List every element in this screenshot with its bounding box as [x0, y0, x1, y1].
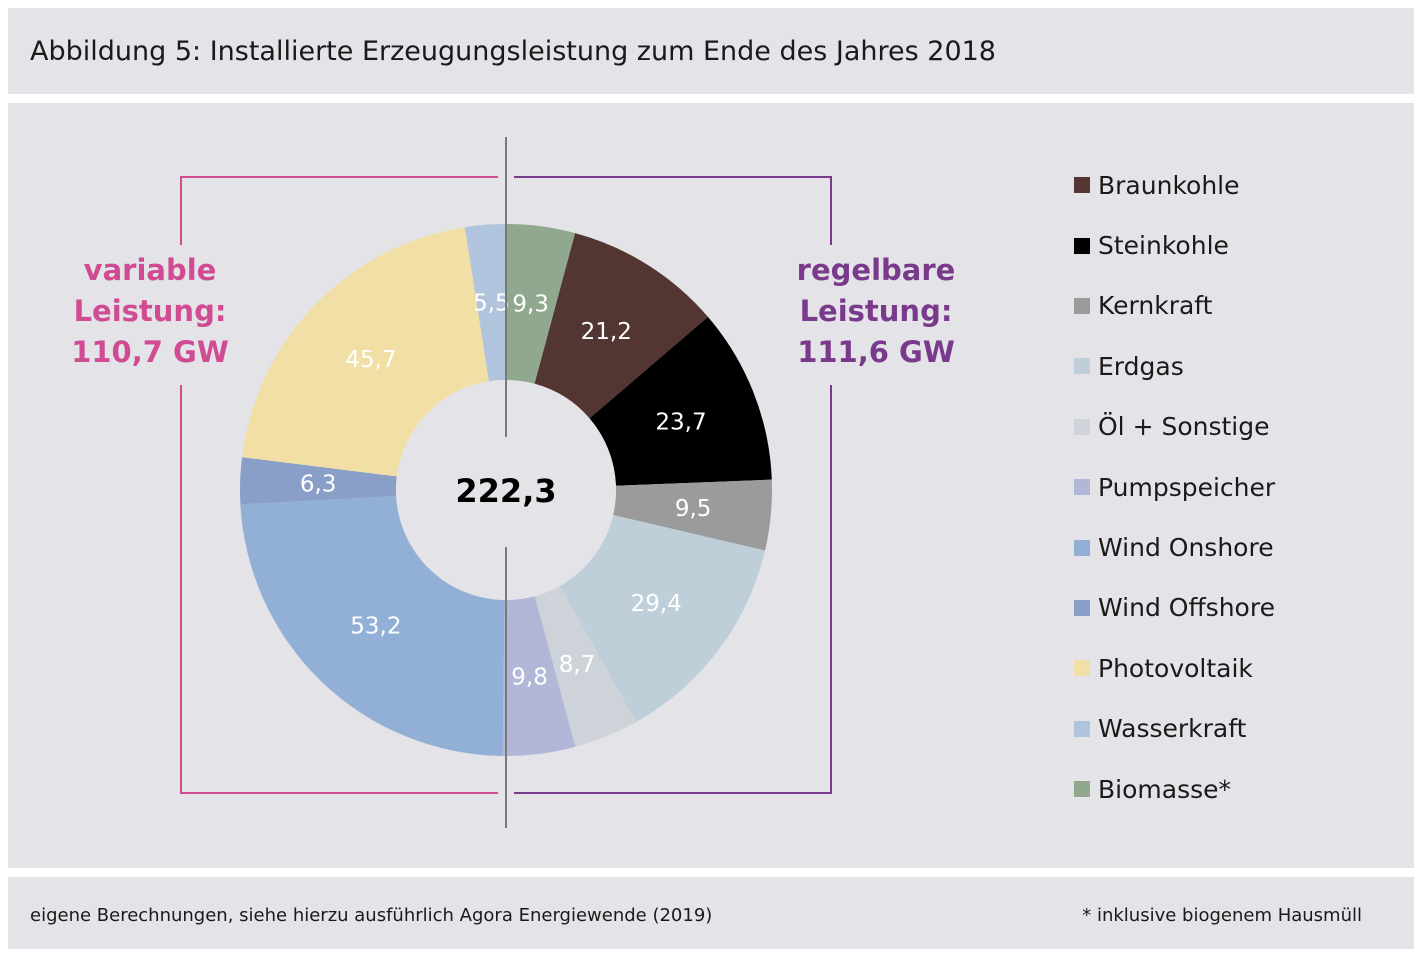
variable-label-line1: variable [83, 253, 217, 287]
legend-label: Steinkohle [1098, 231, 1229, 261]
legend-label: Wasserkraft [1098, 714, 1247, 744]
legend-item-photovoltaik: Photovoltaik [1074, 638, 1275, 698]
legend-swatch [1074, 177, 1090, 194]
footer-bar: eigene Berechnungen, siehe hierzu ausfüh… [8, 877, 1414, 949]
slice-biomasse [506, 224, 576, 384]
slice-label-erdgas: 29,4 [631, 591, 682, 617]
legend-label: Wind Onshore [1098, 533, 1274, 563]
legend-label: Braunkohle [1098, 170, 1240, 200]
slice-photovoltaik [242, 227, 489, 477]
slice-label-photovoltaik: 45,7 [345, 347, 396, 373]
dispatchable-label-line2: Leistung: [799, 294, 953, 328]
slice-erdgas [559, 515, 766, 723]
variable-label-line3: 110,7 GW [71, 335, 229, 369]
dispatchable-label-line3: 111,6 GW [797, 335, 955, 369]
legend-swatch [1074, 720, 1090, 737]
legend-label: Pumpspeicher [1098, 472, 1276, 502]
slice-label-kernkraft: 9,5 [675, 496, 712, 522]
legend-swatch [1074, 237, 1090, 254]
center-total-label: 222,3 [455, 472, 556, 510]
legend-label: Öl + Sonstige [1098, 412, 1270, 442]
legend-swatch [1074, 660, 1090, 677]
legend-label: Biomasse* [1098, 774, 1231, 804]
donut-hole [396, 380, 616, 600]
legend-label: Erdgas [1098, 351, 1184, 381]
footer-note: * inklusive biogenem Hausmüll [1082, 905, 1362, 926]
legend-item-erdgas: Erdgas [1074, 336, 1275, 396]
legend-label: Wind Offshore [1098, 593, 1275, 623]
legend-swatch [1074, 358, 1090, 375]
slice-braunkohle [534, 233, 708, 419]
slice-label-biomasse: 9,3 [512, 292, 549, 318]
slice-wasserkraft [464, 224, 506, 382]
variable-label-line2: Leistung: [73, 294, 227, 328]
page-title: Abbildung 5: Installierte Erzeugungsleis… [30, 36, 996, 67]
slice-label-wind-onshore: 53,2 [350, 614, 401, 640]
legend-label: Photovoltaik [1098, 653, 1253, 683]
legend-item-kernkraft: Kernkraft [1074, 276, 1275, 336]
legend-item-wasserkraft: Wasserkraft [1074, 699, 1275, 759]
slice-label-steinkohle: 23,7 [655, 409, 706, 435]
dispatchable-capacity-label: regelbare Leistung: 111,6 GW [746, 250, 1006, 373]
slice-kernkraft [613, 479, 772, 551]
slice-label-braunkohle: 21,2 [581, 319, 632, 345]
legend-item-wind-onshore: Wind Onshore [1074, 517, 1275, 577]
legend-item-oel-sonstige: Öl + Sonstige [1074, 397, 1275, 457]
slice-label-wasserkraft: 5,5 [473, 291, 510, 317]
legend-item-wind-offshore: Wind Offshore [1074, 578, 1275, 638]
legend-swatch [1074, 781, 1090, 798]
dispatchable-label-line1: regelbare [796, 253, 956, 287]
slice-label-oel-sonstige: 8,7 [559, 652, 596, 678]
legend-swatch [1074, 418, 1090, 435]
slice-steinkohle [589, 316, 772, 486]
dispatchable-bracket-bottom [514, 385, 832, 794]
slice-label-pumpspeicher: 9,8 [511, 665, 548, 691]
slice-label-wind-offshore: 6,3 [300, 471, 337, 497]
legend-item-biomasse: Biomasse* [1074, 759, 1275, 819]
slice-oel-sonstige [534, 585, 636, 747]
legend-swatch [1074, 539, 1090, 556]
legend-swatch [1074, 479, 1090, 496]
legend-item-braunkohle: Braunkohle [1074, 155, 1275, 215]
variable-bracket-top [180, 176, 498, 245]
dispatchable-bracket-top [514, 176, 832, 245]
slice-pumpspeicher [502, 596, 576, 756]
legend-swatch [1074, 599, 1090, 616]
legend-label: Kernkraft [1098, 291, 1213, 321]
legend-swatch [1074, 297, 1090, 314]
slice-wind-offshore [239, 457, 397, 505]
footer-source: eigene Berechnungen, siehe hierzu ausfüh… [30, 905, 713, 926]
title-bar: Abbildung 5: Installierte Erzeugungsleis… [8, 8, 1414, 94]
legend-item-steinkohle: Steinkohle [1074, 215, 1275, 275]
variable-capacity-label: variable Leistung: 110,7 GW [20, 250, 280, 373]
slice-wind-onshore [240, 495, 505, 756]
chart-legend: Braunkohle Steinkohle Kernkraft Erdgas Öl + … [1074, 155, 1275, 819]
variable-bracket-bottom [180, 385, 498, 794]
legend-item-pumpspeicher: Pumpspeicher [1074, 457, 1275, 517]
